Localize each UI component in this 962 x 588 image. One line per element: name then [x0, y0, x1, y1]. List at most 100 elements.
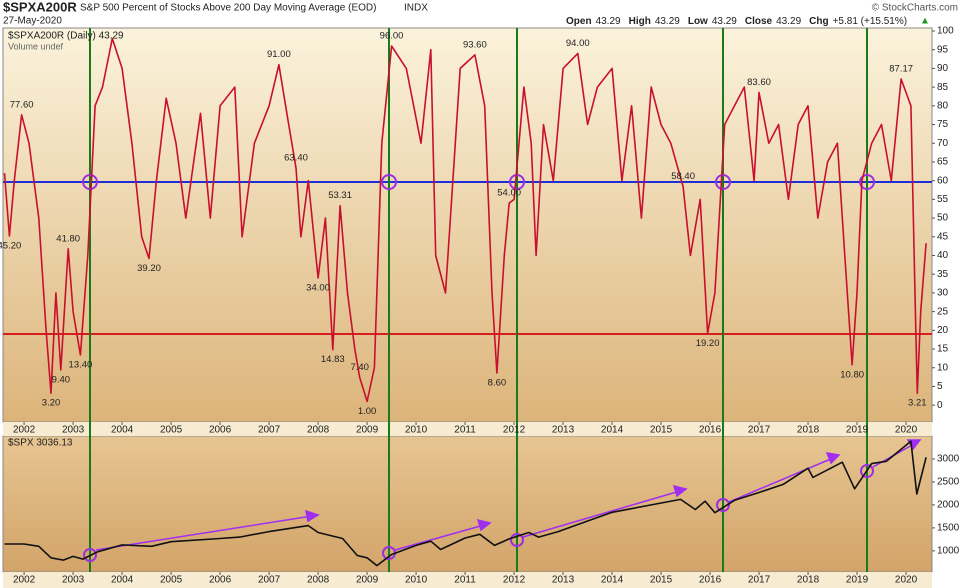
x-tick-label: 2010 [405, 425, 428, 436]
y-tick-label: 0 [937, 400, 943, 411]
x-tick-label: 2018 [797, 575, 820, 586]
x-tick-label: 2011 [454, 575, 476, 586]
y-tick-label: 95 [937, 44, 949, 55]
legend-entry: $SPXA200R (Daily) 43.29 [8, 31, 124, 42]
quote-value: 43.29 [712, 16, 737, 27]
y-tick-label: 1500 [937, 523, 960, 534]
y-tick-label: 60 [937, 175, 949, 186]
data-label: 87.17 [889, 64, 913, 75]
data-label: 83.60 [747, 77, 771, 88]
x-tick-label: 2014 [601, 425, 624, 436]
y-tick-label: 25 [937, 306, 949, 317]
data-line [4, 440, 927, 567]
arrow-head [672, 484, 688, 498]
x-tick-label: 2007 [258, 425, 281, 436]
x-tick-label: 2013 [552, 425, 575, 436]
x-tick-label: 2012 [503, 425, 526, 436]
circle [83, 548, 97, 562]
arrow [728, 457, 834, 503]
y-tick-label: 80 [937, 100, 949, 111]
arrows [95, 439, 922, 551]
arrow [394, 524, 485, 551]
x-tick-label: 2017 [748, 425, 771, 436]
circle [860, 464, 874, 478]
lower-panel [2, 435, 933, 573]
y-tick-label: 90 [937, 63, 949, 74]
symbol: $SPXA200R [3, 0, 77, 14]
data-label: 7.40 [350, 362, 369, 373]
data-label: 3.20 [42, 398, 61, 409]
y-tick-label: 65 [937, 157, 949, 168]
x-tick-label: 2007 [258, 575, 281, 586]
x-tick-label: 2015 [650, 425, 673, 436]
x-tick-label: 2003 [62, 425, 85, 436]
circle [381, 174, 397, 190]
arrow [522, 490, 681, 538]
data-label: 13.40 [69, 360, 93, 371]
circle [716, 498, 730, 512]
quote-value: 43.29 [655, 16, 680, 27]
y-tick-label: 100 [937, 26, 954, 37]
circle [859, 174, 875, 190]
date: 27-May-2020 [3, 16, 62, 27]
data-label: 54.00 [497, 188, 521, 199]
data-label: 9.40 [52, 375, 71, 386]
x-tick-label: 2016 [699, 575, 722, 586]
quote: Open 43.29 High 43.29 Low 43.29 Close 43.29 Chg +… [566, 16, 907, 27]
data-label: 63.40 [284, 152, 308, 163]
x-tick-label: 2018 [797, 425, 820, 436]
upper-panel [2, 27, 933, 423]
data-label: 10.80 [840, 369, 864, 380]
data-label: 93.60 [463, 39, 487, 50]
x-tick-label: 2005 [160, 575, 183, 586]
x-tick-label: 2004 [111, 575, 134, 586]
y-tick-label: 35 [937, 269, 949, 280]
y-tick-label: 3000 [937, 454, 960, 465]
y-tick-label: 70 [937, 138, 949, 149]
y-tick-label: 45 [937, 231, 949, 242]
y-tick-label: 50 [937, 213, 949, 224]
x-tick-label: 2010 [405, 575, 428, 586]
x-tick-label: 2013 [552, 575, 575, 586]
x-tick-label: 2005 [160, 425, 183, 436]
x-tick-label: 2020 [895, 425, 918, 436]
up-arrow: ▲ [920, 16, 930, 27]
x-tick-label: 2002 [13, 575, 36, 586]
exchange: INDX [404, 3, 428, 14]
data-label: 53.31 [328, 190, 352, 201]
description: S&P 500 Percent of Stocks Above 200 Day … [80, 3, 376, 14]
y-tick-label: 85 [937, 82, 949, 93]
data-label: 39.20 [137, 263, 161, 274]
annotations [3, 28, 932, 572]
data-label: 41.80 [56, 233, 80, 244]
quote-value: 43.29 [596, 16, 621, 27]
y-tick-label: 2000 [937, 500, 960, 511]
circle [510, 533, 524, 547]
legend-entry: $SPX 3036.13 [8, 438, 73, 449]
y-tick-label: 20 [937, 325, 949, 336]
x-tick-label: 2015 [650, 575, 673, 586]
quote-value: +5.81 (+15.51%) [833, 16, 908, 27]
x-tick-label: 2019 [846, 575, 869, 586]
quote-label: Low [688, 16, 708, 27]
x-tick-label: 2008 [307, 575, 330, 586]
x-tick-label: 2009 [356, 575, 379, 586]
data-label: 1.00 [358, 406, 377, 417]
axis-strip [3, 572, 932, 588]
data-label: 91.00 [267, 49, 291, 60]
quote-value: 43.29 [776, 16, 801, 27]
x-tick-label: 2006 [209, 575, 232, 586]
y-tick-label: 10 [937, 362, 949, 373]
data-label: 94.00 [566, 38, 590, 49]
data-label: 34.00 [306, 282, 330, 293]
y-tick-label: 5 [937, 381, 943, 392]
arrow [95, 515, 313, 551]
arrow-head [476, 518, 492, 532]
data-line [3, 37, 927, 403]
x-tick-label: 2016 [699, 425, 722, 436]
y-tick-label: 75 [937, 119, 949, 130]
x-tick-label: 2012 [503, 575, 526, 586]
x-tick-label: 2004 [111, 425, 134, 436]
x-tick-label: 2014 [601, 575, 624, 586]
